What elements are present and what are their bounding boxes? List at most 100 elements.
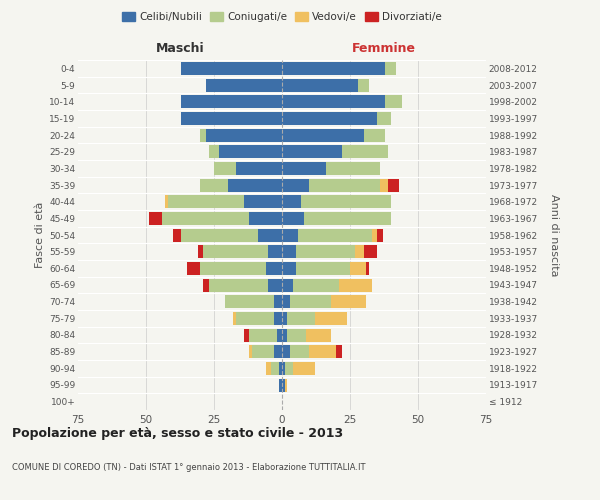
Bar — [282, 345, 290, 358]
Bar — [301, 195, 391, 208]
Bar — [326, 162, 380, 175]
Bar — [377, 228, 383, 241]
Bar — [282, 78, 358, 92]
Bar — [200, 262, 266, 275]
Bar — [282, 112, 377, 125]
Bar — [304, 212, 391, 225]
Bar — [287, 328, 307, 342]
Bar — [282, 245, 296, 258]
Bar — [282, 195, 301, 208]
Bar — [236, 312, 274, 325]
Bar — [274, 312, 282, 325]
Bar — [307, 328, 331, 342]
Bar — [168, 195, 244, 208]
Bar — [279, 362, 282, 375]
Bar — [268, 278, 282, 291]
Bar — [380, 178, 388, 192]
Bar — [358, 78, 369, 92]
Bar — [206, 78, 282, 92]
Bar — [282, 212, 304, 225]
Bar — [257, 228, 282, 241]
Bar — [367, 262, 369, 275]
Bar — [377, 112, 391, 125]
Bar — [314, 312, 347, 325]
Y-axis label: Fasce di età: Fasce di età — [35, 202, 45, 268]
Bar — [220, 145, 282, 158]
Bar — [282, 328, 287, 342]
Bar — [233, 312, 236, 325]
Bar — [282, 362, 285, 375]
Bar — [282, 295, 290, 308]
Bar — [250, 345, 252, 358]
Bar — [274, 295, 282, 308]
Bar — [227, 178, 282, 192]
Bar — [200, 178, 227, 192]
Bar — [298, 228, 372, 241]
Bar — [282, 262, 296, 275]
Bar — [337, 345, 342, 358]
Bar — [385, 95, 401, 108]
Bar — [282, 162, 326, 175]
Bar — [282, 62, 385, 75]
Text: Maschi: Maschi — [155, 42, 205, 55]
Bar — [296, 245, 355, 258]
Bar — [197, 245, 203, 258]
Bar — [350, 262, 367, 275]
Bar — [206, 128, 282, 141]
Bar — [282, 128, 364, 141]
Bar — [364, 128, 385, 141]
Bar — [236, 162, 282, 175]
Bar — [173, 228, 181, 241]
Bar — [266, 262, 282, 275]
Bar — [290, 295, 331, 308]
Bar — [181, 62, 282, 75]
Bar — [309, 345, 337, 358]
Bar — [355, 245, 364, 258]
Text: Popolazione per età, sesso e stato civile - 2013: Popolazione per età, sesso e stato civil… — [12, 428, 343, 440]
Bar — [163, 212, 250, 225]
Bar — [203, 245, 268, 258]
Bar — [309, 178, 380, 192]
Bar — [149, 212, 163, 225]
Bar — [250, 212, 282, 225]
Bar — [181, 112, 282, 125]
Bar — [287, 312, 314, 325]
Bar — [181, 95, 282, 108]
Bar — [274, 345, 282, 358]
Bar — [282, 378, 285, 392]
Bar — [282, 278, 293, 291]
Bar — [244, 328, 250, 342]
Bar — [342, 145, 388, 158]
Text: Femmine: Femmine — [352, 42, 416, 55]
Text: COMUNE DI COREDO (TN) - Dati ISTAT 1° gennaio 2013 - Elaborazione TUTTITALIA.IT: COMUNE DI COREDO (TN) - Dati ISTAT 1° ge… — [12, 462, 365, 471]
Bar — [271, 362, 279, 375]
Bar — [282, 145, 342, 158]
Bar — [225, 295, 274, 308]
Bar — [214, 162, 236, 175]
Bar — [209, 278, 268, 291]
Bar — [385, 62, 396, 75]
Bar — [277, 328, 282, 342]
Bar — [339, 278, 372, 291]
Bar — [165, 195, 168, 208]
Bar — [252, 345, 274, 358]
Bar — [293, 362, 314, 375]
Bar — [187, 262, 200, 275]
Bar — [331, 295, 367, 308]
Bar — [372, 228, 377, 241]
Bar — [285, 378, 287, 392]
Y-axis label: Anni di nascita: Anni di nascita — [549, 194, 559, 276]
Bar — [268, 245, 282, 258]
Bar — [285, 362, 293, 375]
Bar — [181, 228, 257, 241]
Bar — [388, 178, 399, 192]
Bar — [282, 178, 309, 192]
Bar — [282, 228, 298, 241]
Bar — [290, 345, 309, 358]
Bar — [364, 245, 377, 258]
Bar — [203, 278, 209, 291]
Bar — [296, 262, 350, 275]
Bar — [244, 195, 282, 208]
Bar — [266, 362, 271, 375]
Bar — [282, 95, 385, 108]
